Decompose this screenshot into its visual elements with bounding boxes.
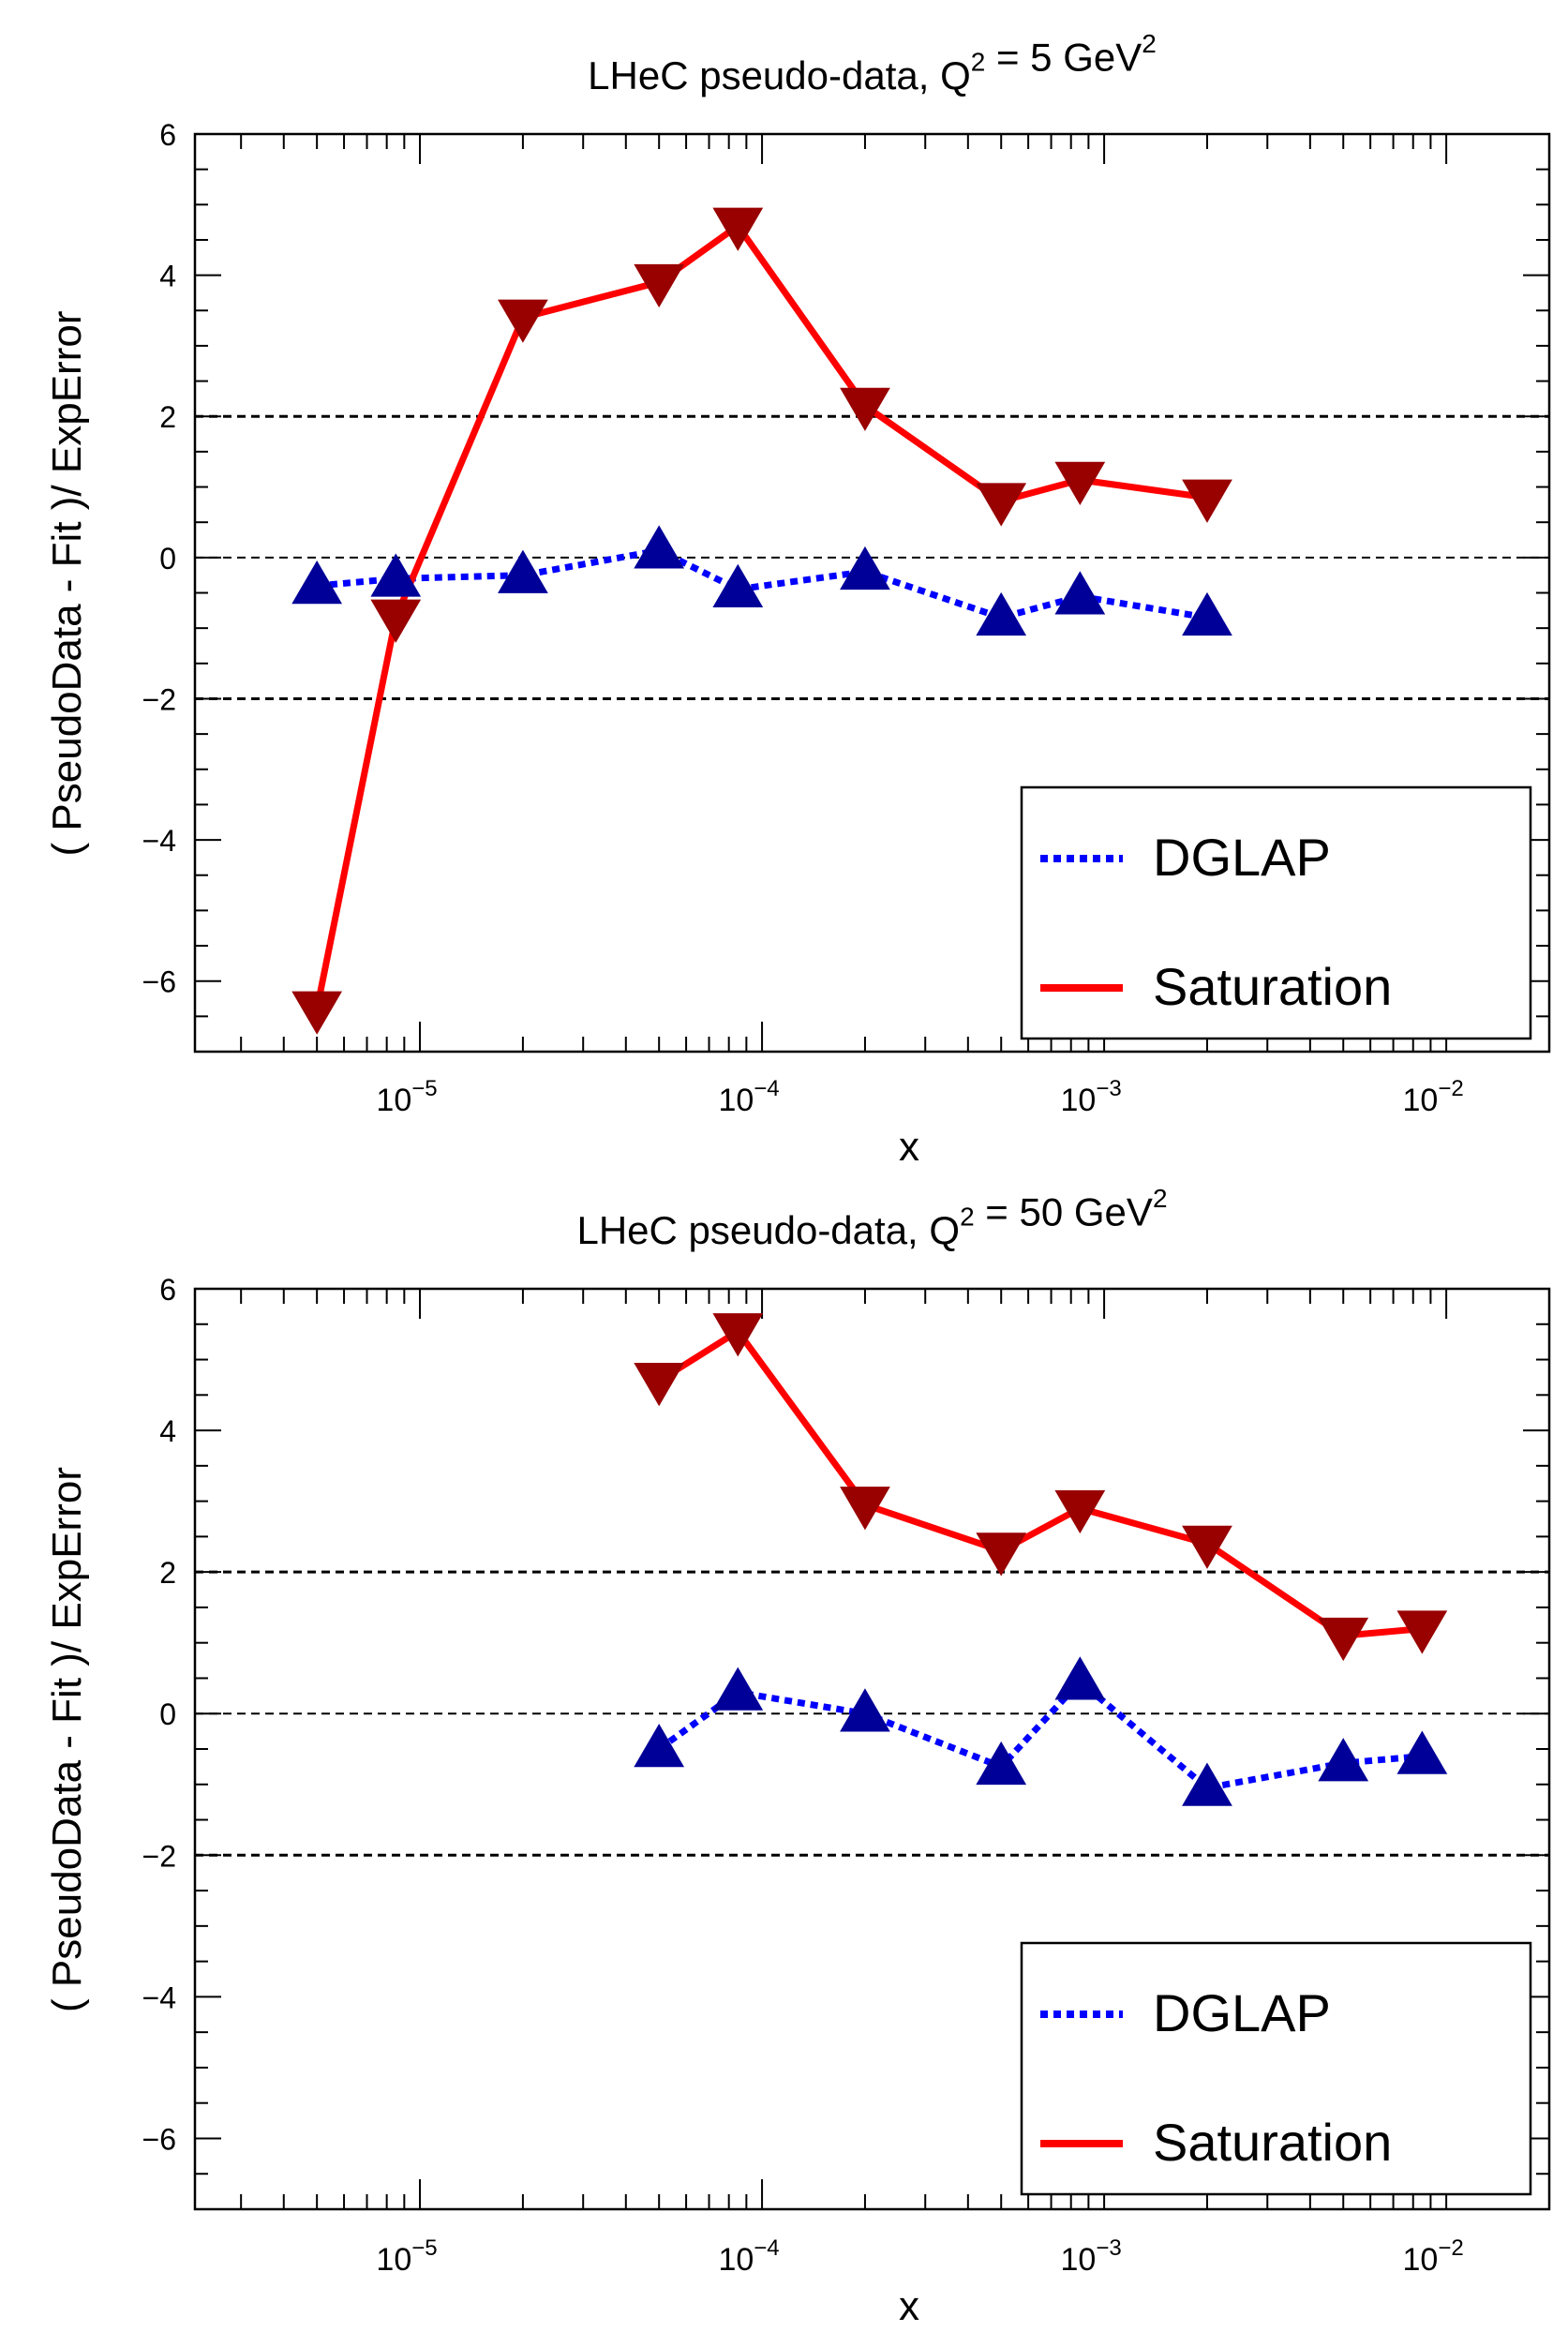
x-tick-label-base: 10 [1060, 2242, 1096, 2278]
data-point-dglap [370, 553, 422, 597]
data-point-dglap [1318, 1738, 1369, 1782]
chart-panel-2: LHeC pseudo-data, Q2 = 50 GeV2 −6 −4 −2 0 2 4 6… [44, 1184, 1551, 2329]
data-point-saturation [976, 1532, 1027, 1577]
data-point-saturation [291, 991, 343, 1035]
data-point-dglap [634, 525, 685, 569]
data-point-saturation [1182, 1525, 1232, 1569]
data-point-saturation [976, 483, 1027, 527]
legend-label-dglap: DGLAP [1153, 1983, 1331, 2042]
data-point-dglap [840, 546, 890, 590]
y-tick-label: −4 [142, 824, 176, 858]
legend-label-saturation: Saturation [1153, 2113, 1392, 2172]
x-tick-label-exponent: −3 [1096, 1076, 1121, 1101]
x-tick-label: 10−4 [718, 2235, 779, 2278]
chart-title: LHeC pseudo-data, Q2 = 5 GeV2 [588, 29, 1157, 97]
data-point-dglap [1396, 1730, 1448, 1774]
chart-title: LHeC pseudo-data, Q2 = 50 GeV2 [576, 1184, 1167, 1252]
x-axis-label: x [899, 1124, 919, 1170]
x-tick-label-exponent: −5 [411, 2235, 437, 2261]
data-point-dglap [712, 1667, 764, 1711]
data-point-saturation [1396, 1610, 1448, 1654]
data-point-saturation [712, 207, 764, 251]
x-tick-label-exponent: −4 [754, 2235, 779, 2261]
legend-label-saturation: Saturation [1153, 957, 1392, 1016]
y-tick-label: 0 [159, 1697, 176, 1731]
y-tick-label: 2 [159, 400, 176, 434]
data-point-dglap [976, 1741, 1027, 1786]
x-tick-label-exponent: −5 [411, 1076, 437, 1101]
y-tick-label: −6 [142, 965, 176, 999]
y-tick-label: 2 [159, 1556, 176, 1590]
y-tick-label: −2 [142, 682, 176, 716]
y-tick-label: 4 [159, 1414, 176, 1448]
data-point-dglap [1182, 1762, 1232, 1806]
y-tick-label: 0 [159, 542, 176, 576]
y-tick-label: −2 [142, 1839, 176, 1873]
x-tick-label-base: 10 [718, 1083, 754, 1118]
data-point-dglap [1054, 571, 1106, 615]
x-tick-label: 10−2 [1403, 1076, 1464, 1118]
y-axis-label: ( PseudoData - Fit )/ ExpError [44, 311, 90, 857]
data-point-saturation [840, 387, 890, 431]
data-point-saturation [370, 599, 422, 643]
x-tick-label: 10−4 [718, 1076, 779, 1118]
data-point-saturation [498, 299, 548, 343]
series-line-dglap [657, 1678, 1423, 1791]
data-point-dglap [1054, 1656, 1106, 1700]
y-tick-label: 4 [159, 260, 176, 293]
x-tick-label-base: 10 [376, 2242, 411, 2278]
data-point-dglap [634, 1724, 685, 1768]
data-point-dglap [291, 560, 343, 605]
data-point-dglap [712, 563, 764, 607]
x-tick-label-base: 10 [1403, 2242, 1439, 2278]
y-tick-label: −6 [142, 2122, 176, 2156]
x-tick-label-exponent: −3 [1096, 2235, 1121, 2261]
data-point-dglap [1182, 591, 1232, 636]
y-tick-label: −4 [142, 1981, 176, 2014]
data-point-saturation [840, 1487, 890, 1531]
legend: DGLAP Saturation [1020, 1941, 1532, 2196]
x-axis-label: x [899, 2283, 919, 2329]
y-tick-label: 6 [159, 118, 176, 152]
x-tick-label: 10−5 [376, 1076, 437, 1118]
y-axis-label: ( PseudoData - Fit )/ ExpError [44, 1467, 90, 2012]
data-point-dglap [840, 1688, 890, 1732]
data-point-saturation [1182, 479, 1232, 523]
x-tick-label-base: 10 [718, 2242, 754, 2278]
x-tick-label-base: 10 [1403, 1083, 1439, 1118]
x-tick-label: 10−5 [376, 2235, 437, 2278]
data-point-saturation [1054, 1489, 1106, 1534]
data-point-dglap [976, 591, 1027, 636]
legend-label-dglap: DGLAP [1153, 828, 1331, 887]
x-tick-label: 10−3 [1060, 2235, 1121, 2278]
x-tick-label-exponent: −2 [1438, 2235, 1463, 2261]
x-tick-label-base: 10 [376, 1083, 411, 1118]
data-point-dglap [498, 549, 548, 593]
x-tick-label-exponent: −4 [754, 1076, 779, 1101]
legend-box [1020, 1941, 1532, 2196]
legend: DGLAP Saturation [1020, 785, 1532, 1040]
legend-box [1020, 785, 1532, 1040]
data-point-saturation [1054, 461, 1106, 506]
data-point-saturation [712, 1313, 764, 1357]
series-line-dglap [316, 546, 1208, 621]
data-point-saturation [634, 1362, 685, 1407]
y-tick-label: 6 [159, 1273, 176, 1307]
data-point-saturation [1318, 1617, 1369, 1662]
x-tick-label-base: 10 [1060, 1083, 1096, 1118]
series-line-saturation [657, 1327, 1423, 1639]
x-tick-label: 10−2 [1403, 2235, 1464, 2278]
x-tick-label-exponent: −2 [1438, 1076, 1463, 1101]
data-point-saturation [634, 263, 685, 308]
chart-panel-1: LHeC pseudo-data, Q2 = 5 GeV2 −6 −4 −2 0 2 4 6 1… [44, 29, 1551, 1170]
x-tick-label: 10−3 [1060, 1076, 1121, 1118]
